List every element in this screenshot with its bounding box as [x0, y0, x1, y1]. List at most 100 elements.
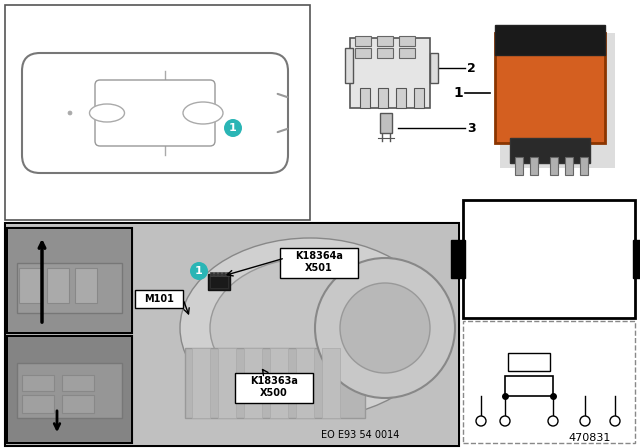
Bar: [6, 224, 458, 445]
Bar: [5, 223, 459, 446]
Text: 86: 86: [495, 272, 509, 282]
Text: 1: 1: [195, 266, 203, 276]
Bar: [414, 88, 424, 108]
Text: M101: M101: [144, 294, 174, 304]
Text: 5: 5: [612, 425, 618, 435]
Bar: [530, 157, 538, 175]
Bar: [399, 36, 415, 46]
Bar: [430, 53, 438, 83]
Text: 470831: 470831: [569, 433, 611, 443]
Bar: [244, 348, 262, 418]
Text: EO E93 54 0014: EO E93 54 0014: [321, 430, 399, 440]
Text: 30: 30: [476, 435, 487, 444]
FancyArrowPatch shape: [278, 129, 287, 132]
Bar: [235, 373, 313, 403]
Circle shape: [340, 283, 430, 373]
Bar: [8, 229, 131, 332]
Circle shape: [190, 262, 208, 280]
Text: 87: 87: [556, 206, 570, 216]
Bar: [508, 353, 550, 371]
Text: K18364a: K18364a: [295, 251, 343, 261]
Ellipse shape: [210, 258, 410, 398]
Bar: [7, 228, 132, 333]
Bar: [75, 268, 97, 303]
Bar: [377, 48, 393, 58]
Ellipse shape: [183, 102, 223, 124]
Circle shape: [548, 416, 558, 426]
Bar: [355, 48, 371, 58]
Bar: [565, 157, 573, 175]
Circle shape: [580, 416, 590, 426]
Bar: [380, 113, 392, 133]
Bar: [495, 33, 605, 143]
Text: 8: 8: [550, 425, 556, 435]
Bar: [345, 48, 353, 83]
FancyArrowPatch shape: [278, 94, 287, 97]
Bar: [396, 88, 406, 108]
Text: X501: X501: [305, 263, 333, 273]
Circle shape: [610, 416, 620, 426]
Bar: [495, 25, 605, 55]
Text: 1: 1: [229, 123, 237, 133]
Bar: [22, 395, 54, 413]
Bar: [210, 272, 213, 276]
Bar: [270, 348, 288, 418]
Bar: [17, 263, 122, 313]
Text: 87a: 87a: [607, 435, 623, 444]
Bar: [218, 348, 236, 418]
Bar: [550, 157, 558, 175]
Bar: [208, 274, 230, 290]
Bar: [296, 348, 314, 418]
Bar: [210, 276, 228, 288]
Circle shape: [500, 416, 510, 426]
Text: 85: 85: [499, 435, 511, 444]
Bar: [399, 48, 415, 58]
Text: 87a: 87a: [552, 241, 573, 251]
FancyBboxPatch shape: [95, 80, 215, 146]
Text: 86: 86: [547, 435, 559, 444]
Bar: [451, 240, 465, 278]
Circle shape: [68, 111, 72, 115]
Bar: [633, 240, 640, 278]
Text: 2: 2: [582, 425, 588, 435]
Bar: [322, 348, 340, 418]
Circle shape: [315, 258, 455, 398]
Bar: [19, 268, 41, 303]
Bar: [222, 272, 225, 276]
Bar: [62, 395, 94, 413]
Bar: [463, 200, 635, 318]
Bar: [500, 33, 615, 168]
Text: 4: 4: [502, 425, 508, 435]
Bar: [377, 36, 393, 46]
Bar: [192, 348, 210, 418]
Text: 6: 6: [478, 425, 484, 435]
Bar: [378, 88, 388, 108]
Bar: [47, 268, 69, 303]
Bar: [17, 363, 122, 418]
Bar: [62, 375, 94, 391]
Text: 85: 85: [612, 241, 626, 251]
Bar: [7, 336, 132, 443]
Text: X500: X500: [260, 388, 288, 398]
Circle shape: [476, 416, 486, 426]
FancyBboxPatch shape: [22, 53, 288, 173]
Bar: [280, 248, 358, 278]
Bar: [580, 157, 588, 175]
Text: 87: 87: [579, 435, 591, 444]
Bar: [360, 88, 370, 108]
Bar: [505, 376, 553, 396]
Circle shape: [224, 119, 242, 137]
Bar: [185, 348, 365, 418]
Text: 30: 30: [474, 241, 488, 251]
Bar: [515, 157, 523, 175]
Text: 3: 3: [467, 121, 476, 134]
Ellipse shape: [180, 238, 440, 418]
Bar: [510, 138, 590, 163]
Bar: [135, 290, 183, 308]
Ellipse shape: [90, 104, 125, 122]
Bar: [226, 272, 229, 276]
Bar: [350, 38, 430, 108]
Bar: [218, 272, 221, 276]
Bar: [214, 272, 217, 276]
Bar: [22, 375, 54, 391]
